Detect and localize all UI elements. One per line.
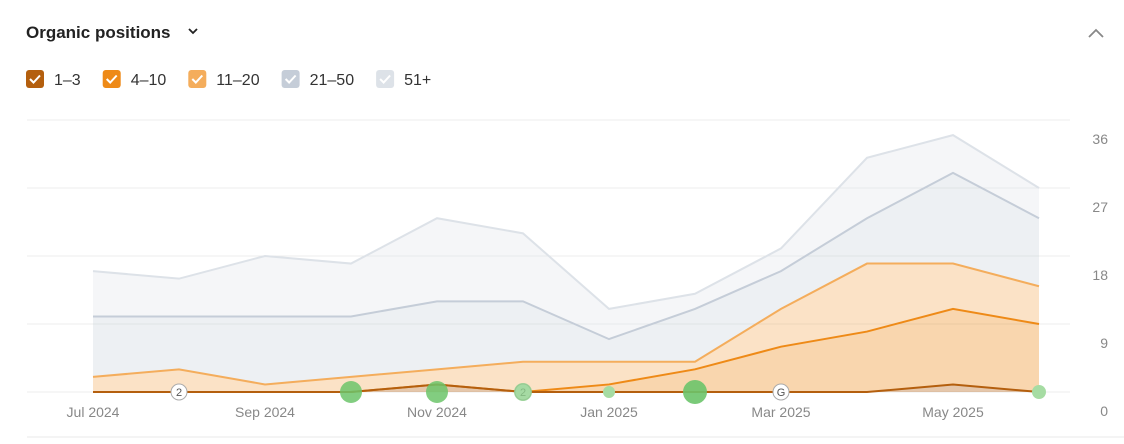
x-tick-label: Mar 2025: [751, 404, 810, 420]
area-line: [92, 134, 1040, 310]
legend-label: 4–10: [131, 72, 167, 89]
area: [93, 263, 1039, 392]
legend-checkbox: [376, 70, 395, 88]
check-icon: [105, 74, 118, 84]
chart-title: Organic positions: [26, 23, 171, 42]
area: [93, 135, 1039, 340]
event-markers: [340, 380, 1046, 404]
y-tick-label: 9: [1100, 335, 1108, 351]
plot: 0 9 18 27 36 Jul 2024 Sep 2024 Nov 2024 Jan 2025…: [27, 119, 1108, 420]
check-icon: [29, 74, 41, 84]
y-tick-label: 36: [1092, 131, 1108, 147]
event-dot[interactable]: [340, 381, 362, 403]
legend-item[interactable]: 11–20: [188, 70, 260, 89]
annotation-marker: [170, 383, 188, 401]
legend-label: 11–20: [216, 72, 259, 89]
legend: 1–3 4–10 11–20 21–50 51+: [26, 70, 431, 89]
area-line: [93, 383, 1040, 393]
event-dot[interactable]: [683, 380, 707, 404]
legend-label: 21–50: [310, 72, 355, 89]
legend-label: 51+: [404, 72, 431, 89]
event-dot[interactable]: [603, 386, 615, 398]
annotation-label: G: [777, 387, 786, 399]
check-icon: [379, 74, 391, 84]
x-tick-label: Nov 2024: [407, 404, 467, 420]
legend-checkbox: [26, 70, 44, 88]
event-dot[interactable]: [426, 381, 448, 403]
area: [93, 308, 1039, 392]
y-tick-label: 27: [1092, 199, 1108, 215]
check-icon: [284, 74, 297, 84]
area: [93, 172, 1039, 385]
legend-checkbox: [281, 70, 300, 88]
legend-item[interactable]: 1–3: [26, 70, 81, 89]
annotation-label: 2: [176, 387, 182, 399]
legend-label: 1–3: [54, 72, 81, 89]
area-line: [93, 171, 1040, 341]
legend-checkbox: [188, 70, 207, 88]
dropdown-icon[interactable]: [188, 28, 198, 35]
collapse-icon[interactable]: [1088, 28, 1104, 38]
event-dot[interactable]: [514, 383, 532, 401]
x-tick-label: Jul 2024: [67, 404, 120, 420]
y-tick-label: 18: [1092, 267, 1108, 283]
x-tick-label: Jan 2025: [580, 404, 638, 420]
x-tick-label: May 2025: [922, 404, 984, 420]
event-dot[interactable]: [1032, 385, 1046, 399]
legend-item[interactable]: 4–10: [102, 70, 167, 89]
legend-checkbox: [102, 70, 121, 88]
legend-item[interactable]: 21–50: [281, 70, 355, 89]
annotation-marker: [772, 383, 790, 401]
legend-item[interactable]: 51+: [376, 70, 431, 89]
x-tick-label: Sep 2024: [235, 404, 295, 420]
y-tick-label: 0: [1100, 403, 1108, 419]
area-line: [92, 262, 1040, 386]
check-icon: [191, 74, 204, 84]
